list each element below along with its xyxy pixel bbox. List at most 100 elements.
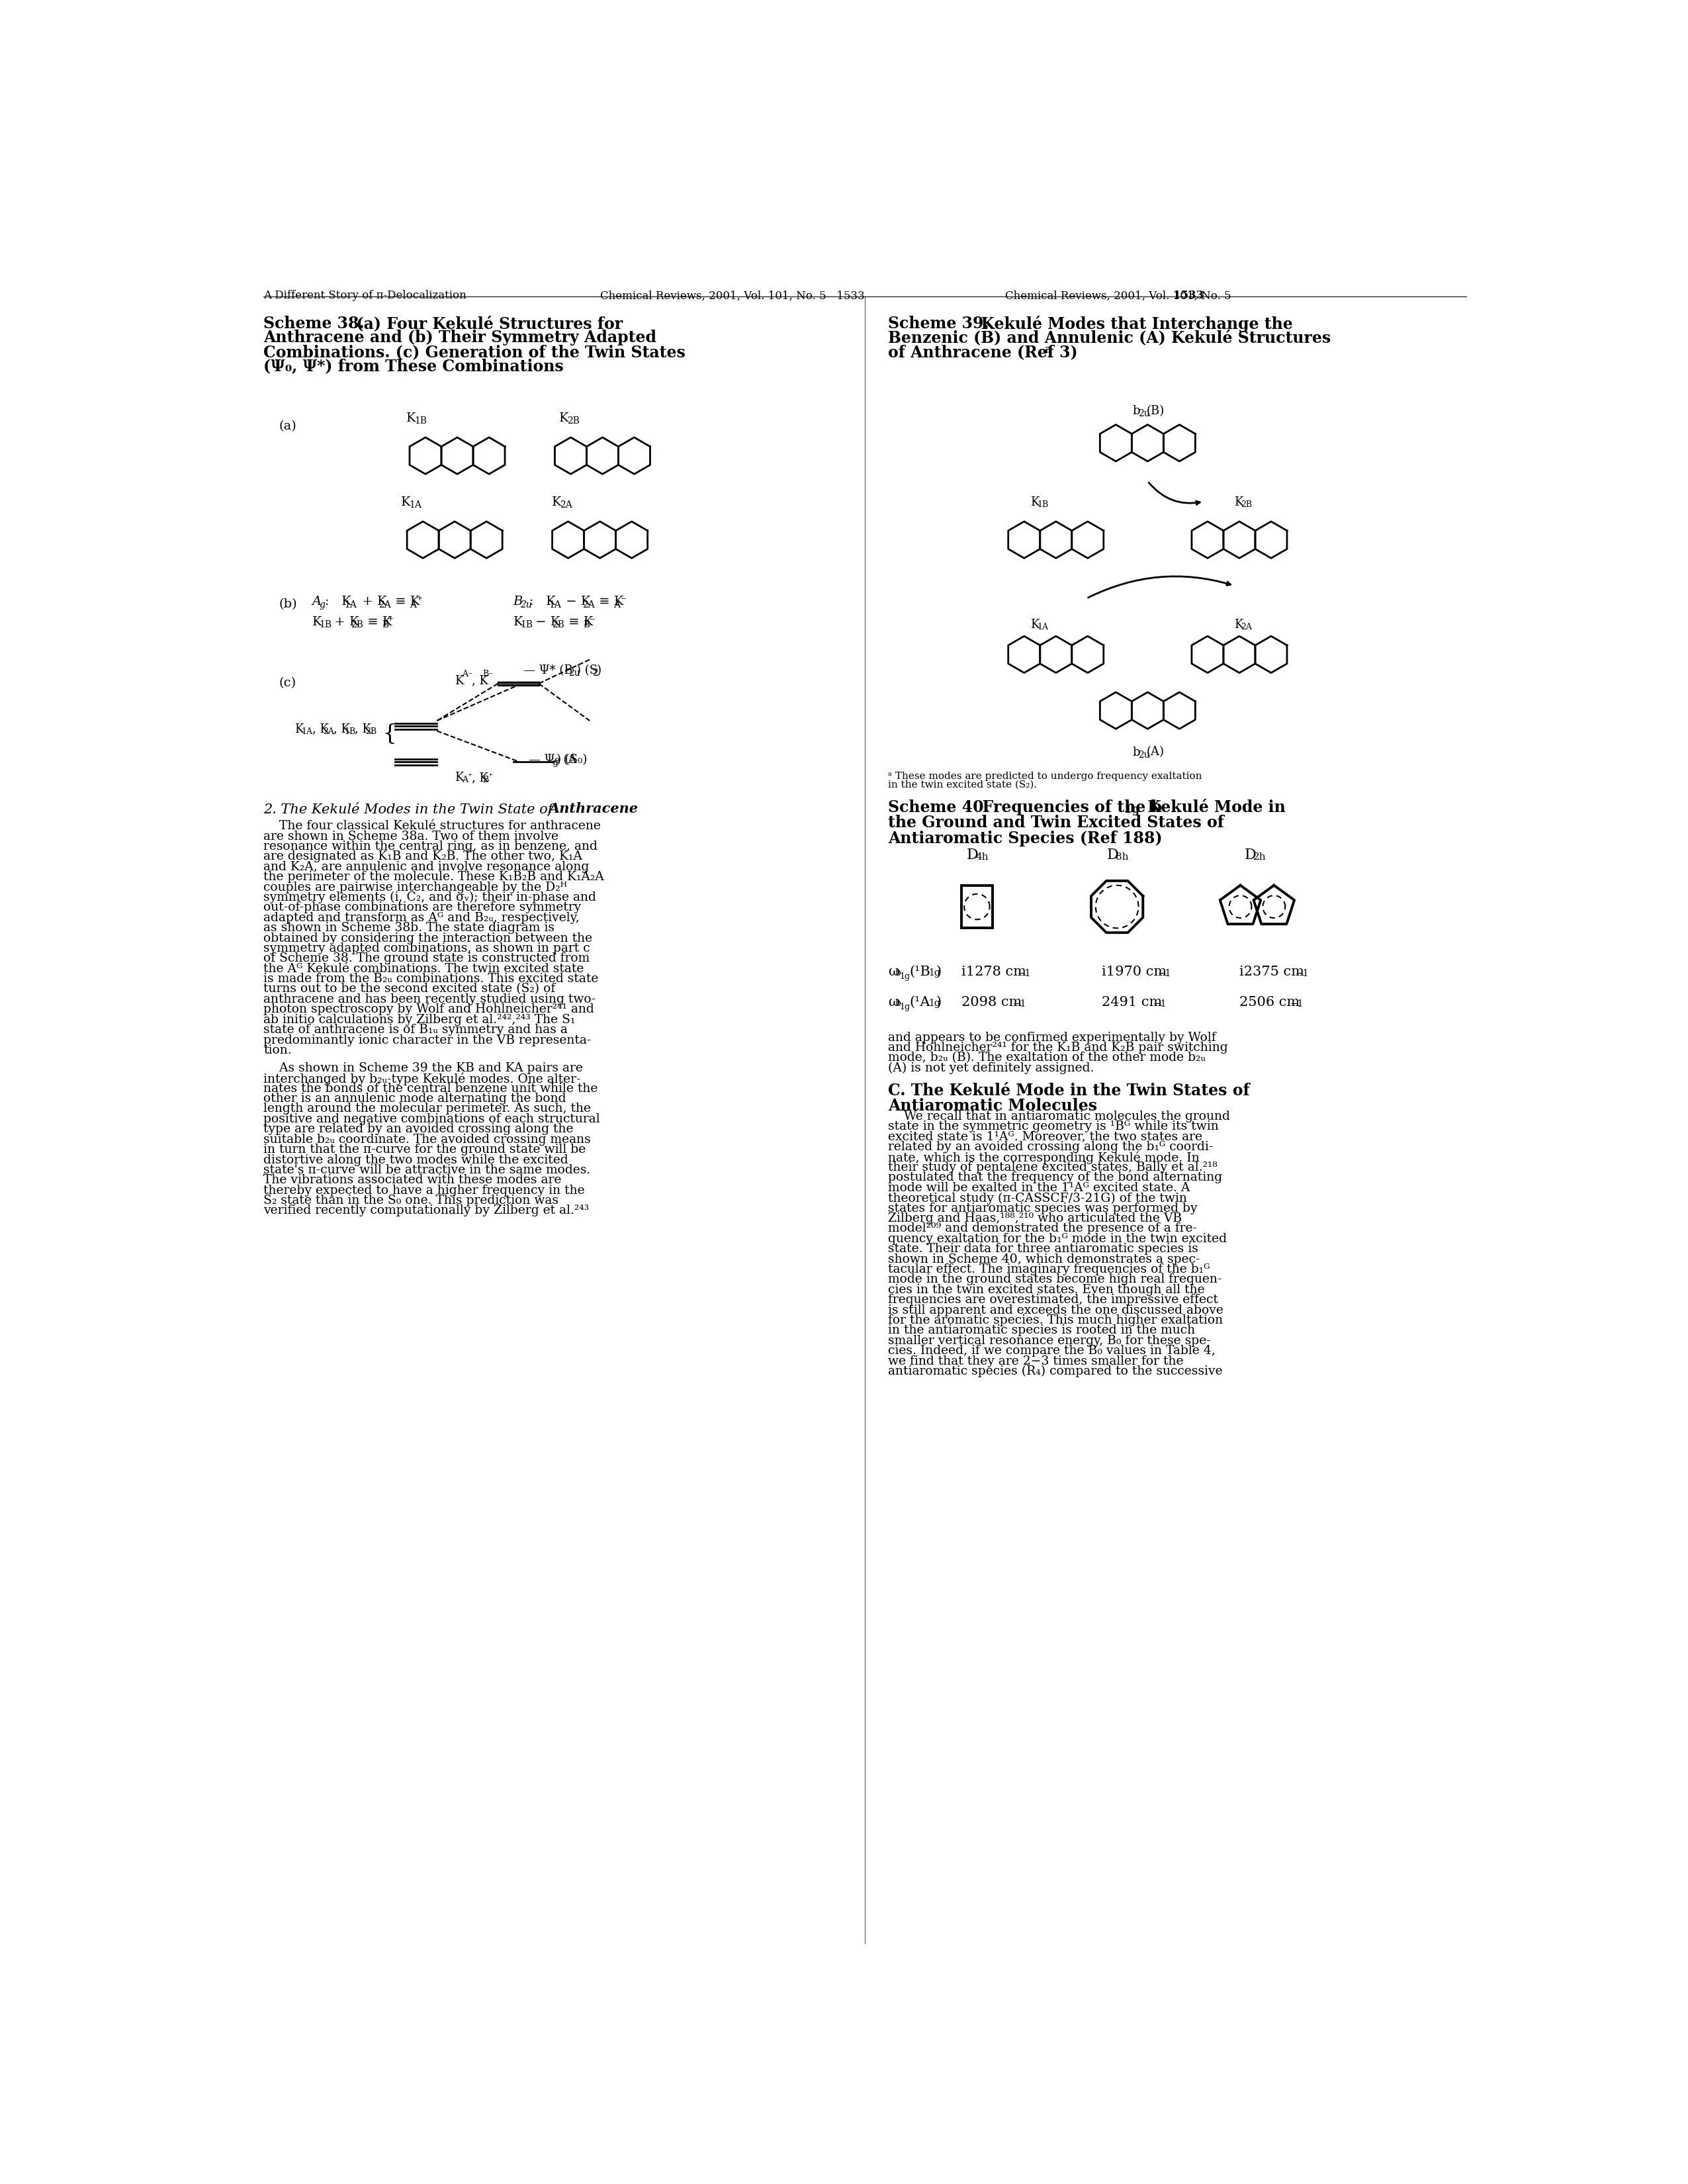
Text: , K: , K xyxy=(312,723,329,736)
Text: suitable b₂ᵤ coordinate. The avoided crossing means: suitable b₂ᵤ coordinate. The avoided cro… xyxy=(263,1133,591,1144)
Text: interchanged by b₂ᵤ-type Kekulé modes. One alter-: interchanged by b₂ᵤ-type Kekulé modes. O… xyxy=(263,1072,581,1085)
Text: −1: −1 xyxy=(1295,970,1308,978)
Text: K: K xyxy=(513,616,523,629)
Text: distortive along the two modes while the excited: distortive along the two modes while the… xyxy=(263,1153,569,1166)
Text: −1: −1 xyxy=(1018,970,1031,978)
Text: , K: , K xyxy=(334,723,349,736)
Text: 1B: 1B xyxy=(319,620,333,629)
Text: Chemical Reviews, 2001, Vol. 101, No. 5: Chemical Reviews, 2001, Vol. 101, No. 5 xyxy=(1004,290,1231,301)
Text: 1A: 1A xyxy=(1036,622,1048,631)
Text: b: b xyxy=(895,968,901,978)
Text: (a): (a) xyxy=(279,419,297,432)
Text: ω: ω xyxy=(888,965,900,978)
Text: quency exaltation for the b₁ᴳ mode in the twin excited: quency exaltation for the b₁ᴳ mode in th… xyxy=(888,1232,1227,1245)
Text: g: g xyxy=(552,758,559,767)
Text: 2A: 2A xyxy=(1241,622,1252,631)
Text: B: B xyxy=(513,596,523,607)
Text: −1: −1 xyxy=(1013,1000,1026,1009)
Text: (¹B: (¹B xyxy=(910,965,930,978)
Text: 2098 cm: 2098 cm xyxy=(962,996,1023,1009)
Text: state in the symmetric geometry is ¹Bᴳ while its twin: state in the symmetric geometry is ¹Bᴳ w… xyxy=(888,1120,1219,1133)
Text: nates the bonds of the central benzene unit while the: nates the bonds of the central benzene u… xyxy=(263,1083,598,1094)
Text: 1A: 1A xyxy=(549,601,562,609)
Text: thereby expected to have a higher frequency in the: thereby expected to have a higher freque… xyxy=(263,1184,586,1197)
Text: adapted and transform as Aᴳ and B₂ᵤ, respectively,: adapted and transform as Aᴳ and B₂ᵤ, res… xyxy=(263,913,579,924)
Text: b: b xyxy=(895,998,901,1009)
Text: K: K xyxy=(402,496,410,509)
Text: 1B: 1B xyxy=(415,417,427,426)
Text: Frequencies of the b: Frequencies of the b xyxy=(971,799,1161,815)
Text: A: A xyxy=(463,670,468,679)
Text: ): ) xyxy=(596,664,601,677)
Text: i2375 cm: i2375 cm xyxy=(1239,965,1305,978)
Text: 1A: 1A xyxy=(410,500,422,509)
Text: obtained by considering the interaction between the: obtained by considering the interaction … xyxy=(263,933,592,943)
Text: states for antiaromatic species was performed by: states for antiaromatic species was perf… xyxy=(888,1201,1197,1214)
Text: B: B xyxy=(381,620,388,629)
Text: The vibrations associated with these modes are: The vibrations associated with these mod… xyxy=(263,1175,562,1186)
Text: (Ψ₀, Ψ*) from These Combinations: (Ψ₀, Ψ*) from These Combinations xyxy=(263,358,564,373)
Text: 2A: 2A xyxy=(322,727,334,736)
Text: {: { xyxy=(376,723,397,745)
Text: Kekulé Modes that Interchange the: Kekulé Modes that Interchange the xyxy=(971,314,1293,332)
Text: A Different Story of π-Delocalization: A Different Story of π-Delocalization xyxy=(263,290,466,301)
Text: A: A xyxy=(614,601,619,609)
Text: shown in Scheme 40, which demonstrates a spec-: shown in Scheme 40, which demonstrates a… xyxy=(888,1254,1200,1265)
Text: nate, which is the corresponding Kekulé mode. In: nate, which is the corresponding Kekulé … xyxy=(888,1151,1198,1164)
Text: As shown in Scheme 39 the KB and KA pairs are: As shown in Scheme 39 the KB and KA pair… xyxy=(263,1061,582,1075)
Text: ≡ K: ≡ K xyxy=(363,616,392,629)
Text: S₂ state than in the S₀ one. This prediction was: S₂ state than in the S₀ one. This predic… xyxy=(263,1195,559,1206)
Text: tacular effect. The imaginary frequencies of the b₁ᴳ: tacular effect. The imaginary frequencie… xyxy=(888,1262,1210,1275)
Text: B: B xyxy=(483,670,490,679)
Text: 2B: 2B xyxy=(552,620,564,629)
Text: 1g: 1g xyxy=(1124,804,1139,815)
Text: related by an avoided crossing along the b₁ᴳ coordi-: related by an avoided crossing along the… xyxy=(888,1140,1214,1153)
Text: symmetry adapted combinations, as shown in part c: symmetry adapted combinations, as shown … xyxy=(263,943,591,954)
Text: turns out to be the second excited state (S₂) of: turns out to be the second excited state… xyxy=(263,983,555,996)
Text: C. The Kekulé Mode in the Twin States of: C. The Kekulé Mode in the Twin States of xyxy=(888,1083,1249,1099)
Text: mode, b₂ᵤ (B). The exaltation of the other mode b₂ᵤ: mode, b₂ᵤ (B). The exaltation of the oth… xyxy=(888,1053,1205,1064)
Text: 1A: 1A xyxy=(344,601,356,609)
Text: 2A: 2A xyxy=(560,500,572,509)
Text: and Hohlneicher²⁴¹ for the K₁B and K₂B pair switching: and Hohlneicher²⁴¹ for the K₁B and K₂B p… xyxy=(888,1042,1227,1053)
Text: 1g: 1g xyxy=(928,968,940,978)
Text: b: b xyxy=(1133,404,1139,417)
Text: − K: − K xyxy=(562,596,591,607)
Text: K: K xyxy=(294,723,304,736)
Text: ≡ K: ≡ K xyxy=(392,596,420,607)
Text: (c): (c) xyxy=(279,677,295,690)
Text: i1970 cm: i1970 cm xyxy=(1102,965,1166,978)
Text: couples are pairwise interchangeable by the D₂ᴴ: couples are pairwise interchangeable by … xyxy=(263,880,567,893)
Text: , K: , K xyxy=(354,723,371,736)
Text: K: K xyxy=(1234,496,1242,509)
Text: verified recently computationally by Zilberg et al.²⁴³: verified recently computationally by Zil… xyxy=(263,1206,589,1216)
Text: as shown in Scheme 38b. The state diagram is: as shown in Scheme 38b. The state diagra… xyxy=(263,922,555,935)
Text: D: D xyxy=(967,847,979,863)
Text: Scheme 38.: Scheme 38. xyxy=(263,314,365,332)
Text: ≡ K: ≡ K xyxy=(594,596,623,607)
Text: ⁺: ⁺ xyxy=(468,773,473,782)
Text: 1533: 1533 xyxy=(1173,290,1204,301)
Text: K: K xyxy=(312,616,322,629)
Text: are designated as K₁B and K₂B. The other two, K₁A: are designated as K₁B and K₂B. The other… xyxy=(263,850,582,863)
Text: 2506 cm: 2506 cm xyxy=(1239,996,1300,1009)
Text: We recall that in antiaromatic molecules the ground: We recall that in antiaromatic molecules… xyxy=(888,1109,1231,1123)
Text: 2u: 2u xyxy=(569,668,581,677)
Text: ≡ K: ≡ K xyxy=(564,616,592,629)
Text: i1278 cm: i1278 cm xyxy=(962,965,1026,978)
Text: state's π-curve will be attractive in the same modes.: state's π-curve will be attractive in th… xyxy=(263,1164,591,1175)
Text: ): ) xyxy=(937,996,942,1009)
Text: Combinations. (c) Generation of the Twin States: Combinations. (c) Generation of the Twin… xyxy=(263,345,685,360)
Text: + K: + K xyxy=(329,616,358,629)
Text: photon spectroscopy by Wolf and Hohlneicher²⁴¹ and: photon spectroscopy by Wolf and Hohlneic… xyxy=(263,1005,594,1016)
Text: 4h: 4h xyxy=(976,852,989,860)
Text: model²⁰⁹ and demonstrated the presence of a fre-: model²⁰⁹ and demonstrated the presence o… xyxy=(888,1223,1197,1234)
Text: Scheme 40.: Scheme 40. xyxy=(888,799,989,815)
Text: 2A: 2A xyxy=(378,601,392,609)
Text: Zilberg and Haas,¹⁸⁸,²¹⁰ who articulated the VB: Zilberg and Haas,¹⁸⁸,²¹⁰ who articulated… xyxy=(888,1212,1182,1225)
Text: 2u: 2u xyxy=(520,601,532,609)
Text: The four classical Kekulé structures for anthracene: The four classical Kekulé structures for… xyxy=(263,821,601,832)
Text: antiaromatic species (R₄) compared to the successive: antiaromatic species (R₄) compared to th… xyxy=(888,1365,1222,1378)
Text: positive and negative combinations of each structural: positive and negative combinations of ea… xyxy=(263,1114,601,1125)
Text: state of anthracene is of B₁ᵤ symmetry and has a: state of anthracene is of B₁ᵤ symmetry a… xyxy=(263,1024,567,1035)
